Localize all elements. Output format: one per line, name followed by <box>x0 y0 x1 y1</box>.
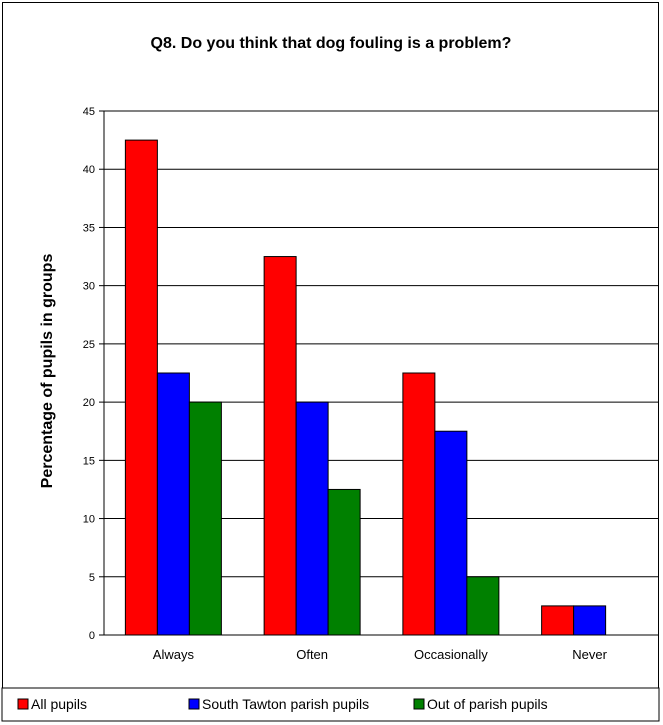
axes <box>99 110 659 636</box>
y-tick-label: 15 <box>83 455 95 467</box>
bar <box>434 430 468 636</box>
y-tick-label: 0 <box>89 630 95 642</box>
bar <box>541 605 575 636</box>
bar <box>263 256 297 636</box>
legend-label: Out of parish pupils <box>427 696 548 712</box>
legend-swatch <box>188 698 200 710</box>
bar <box>327 488 361 636</box>
y-tick-label: 40 <box>83 164 95 176</box>
bar <box>295 401 329 636</box>
y-tick-label: 35 <box>83 222 95 234</box>
tick-labels: 0 5 10 15 20 25 30 35 40 45 Always Often Occasionall… <box>83 106 608 662</box>
x-tick-label: Never <box>572 647 607 662</box>
bar <box>156 372 190 636</box>
legend: All pupils South Tawton parish pupils Out … <box>1 687 660 722</box>
y-tick-label: 20 <box>83 397 95 409</box>
bar <box>466 576 500 636</box>
bar <box>573 605 607 636</box>
y-tick-label: 5 <box>89 572 95 584</box>
legend-swatch <box>17 698 29 710</box>
y-tick-label: 25 <box>83 339 95 351</box>
legend-swatch <box>413 698 425 710</box>
bar <box>402 372 436 636</box>
x-tick-label: Often <box>296 647 328 662</box>
x-tick-label: Occasionally <box>414 647 488 662</box>
legend-label: South Tawton parish pupils <box>202 696 369 712</box>
y-tick-label: 45 <box>83 106 95 118</box>
x-tick-label: Always <box>153 647 195 662</box>
bar <box>124 139 158 636</box>
legend-box <box>1 687 660 722</box>
y-tick-label: 10 <box>83 514 95 526</box>
bar <box>188 401 222 636</box>
bars <box>124 139 607 636</box>
legend-label: All pupils <box>31 696 87 712</box>
y-tick-label: 30 <box>83 281 95 293</box>
chart-title: Q8. Do you think that dog fouling is a p… <box>151 35 512 52</box>
y-axis-label: Percentage of pupils in groups <box>39 254 56 489</box>
